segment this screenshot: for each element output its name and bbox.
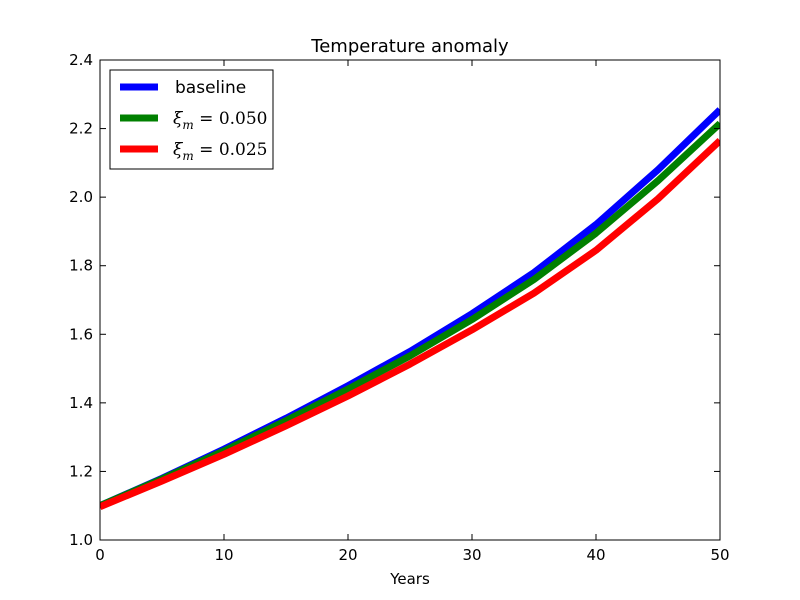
series-line-1 <box>100 120 720 509</box>
plot-area <box>100 107 720 510</box>
y-tick-label: 2.0 <box>69 188 93 206</box>
y-tick-label: 1.6 <box>69 325 93 343</box>
legend-label-0: baseline <box>175 78 246 98</box>
legend-label-2: ξm = 0.025 <box>173 140 268 163</box>
x-tick-label: 0 <box>95 546 105 564</box>
y-tick-label: 1.4 <box>69 394 93 412</box>
y-tick-label: 2.2 <box>69 120 93 138</box>
legend-label-1: ξm = 0.050 <box>173 109 268 132</box>
y-tick-label: 1.0 <box>69 531 93 549</box>
chart-title: Temperature anomaly <box>310 36 509 57</box>
axes-frame <box>99 59 721 541</box>
axes: 0 10 20 30 40 50 1.0 1.2 1.4 1.6 1.8 2.0 2.2 2.4 <box>69 51 729 564</box>
y-tick-label: 1.2 <box>69 462 93 480</box>
y-tick-label: 2.4 <box>69 51 93 69</box>
y-tick-label: 1.8 <box>69 257 93 275</box>
series-line-2 <box>100 138 720 510</box>
x-axis-label: Years <box>389 570 430 588</box>
legend: baseline ξm = 0.050 ξm = 0.025 <box>109 69 274 170</box>
x-tick-label: 10 <box>214 546 233 564</box>
x-tick-label: 50 <box>710 546 729 564</box>
x-tick-label: 30 <box>462 546 481 564</box>
x-tick-label: 40 <box>586 546 605 564</box>
x-tick-label: 20 <box>338 546 357 564</box>
